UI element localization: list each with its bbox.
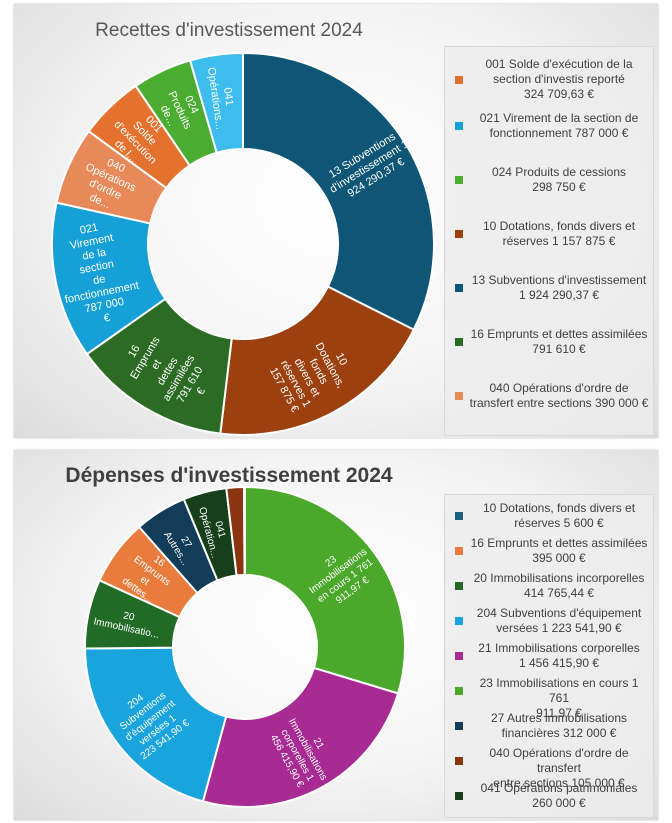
legend-swatch xyxy=(455,230,463,238)
legend-label: 040 Opérations d'ordre de transfert entr… xyxy=(489,746,629,790)
slice-label: 024Produitsde... xyxy=(154,84,206,137)
legend-label: 21 Immobilisations corporelles 1 456 415… xyxy=(478,641,640,670)
legend-swatch xyxy=(455,392,463,400)
legend-swatch xyxy=(455,338,463,346)
donut-slice xyxy=(219,285,416,436)
slice-label: 10Dotations,fondsdivers etréserves 1157 … xyxy=(266,334,358,416)
legend-swatch xyxy=(455,792,463,800)
legend-swatch xyxy=(455,284,463,292)
legend-label: 10 Dotations, fonds divers et réserves 1… xyxy=(482,219,636,248)
legend-swatch xyxy=(455,512,463,520)
depenses-chart-panel: Dépenses d'investissement 2024 23Immobil… xyxy=(14,450,658,820)
chart-title: Recettes d'investissement 2024 xyxy=(95,20,363,41)
donut-slice xyxy=(83,646,228,803)
legend-label: 13 Subventions d'investissement 1 924 29… xyxy=(471,273,647,302)
legend-swatch xyxy=(455,757,463,765)
legend-swatch xyxy=(455,652,463,660)
legend-label: 20 Immobilisations incorporelles 414 765… xyxy=(473,571,645,600)
legend-swatch xyxy=(455,687,463,695)
legend-swatch xyxy=(455,547,463,555)
chart-title: Dépenses d'investissement 2024 xyxy=(65,464,393,487)
donut-slice xyxy=(244,485,406,695)
recettes-donut: 13 Subventionsd'investissement 1924 290,… xyxy=(51,51,435,436)
slice-label: 040Opérationsd'ordrede... xyxy=(73,149,143,218)
legend-swatch xyxy=(455,176,463,184)
legend-swatch xyxy=(455,722,463,730)
legend-label: 27 Autres immobilisations financières 31… xyxy=(490,711,628,740)
legend-label: 001 Solde d'exécution de la section d'in… xyxy=(485,57,633,101)
legend-label: 024 Produits de cessions 298 750 € xyxy=(491,165,627,194)
legend-label: 040 Opérations d'ordre de transfert entr… xyxy=(469,381,649,410)
legend-label: 021 Virement de la section de fonctionne… xyxy=(479,111,639,140)
donut-slice xyxy=(188,51,244,154)
legend-label: 16 Emprunts et dettes assimilées 395 000… xyxy=(470,536,648,565)
legend-swatch xyxy=(455,122,463,130)
donut-slice xyxy=(242,51,435,331)
legend-swatch xyxy=(455,582,463,590)
legend-label: 23 Immobilisations en cours 1 761 911,97… xyxy=(479,676,639,720)
legend-label: 041 Opérations patrimoniales 260 000 € xyxy=(480,781,638,810)
legend-label: 10 Dotations, fonds divers et réserves 5… xyxy=(482,501,636,530)
legend-label: 16 Emprunts et dettes assimilées 791 610… xyxy=(470,327,648,356)
recettes-legend: 001 Solde d'exécution de la section d'in… xyxy=(444,46,654,436)
donut-slice xyxy=(243,485,246,577)
depenses-legend: 10 Dotations, fonds divers et réserves 5… xyxy=(444,494,654,818)
legend-label: 204 Subventions d'équipement versées 1 2… xyxy=(476,606,642,635)
depenses-donut: 23Immobilisationsen cours 1 761911,97 €2… xyxy=(83,485,406,808)
recettes-chart-panel: Recettes d'investissement 2024 13 Subven… xyxy=(14,4,658,438)
donut-slice xyxy=(201,666,400,808)
legend-swatch xyxy=(455,75,463,84)
legend-swatch xyxy=(455,617,463,625)
